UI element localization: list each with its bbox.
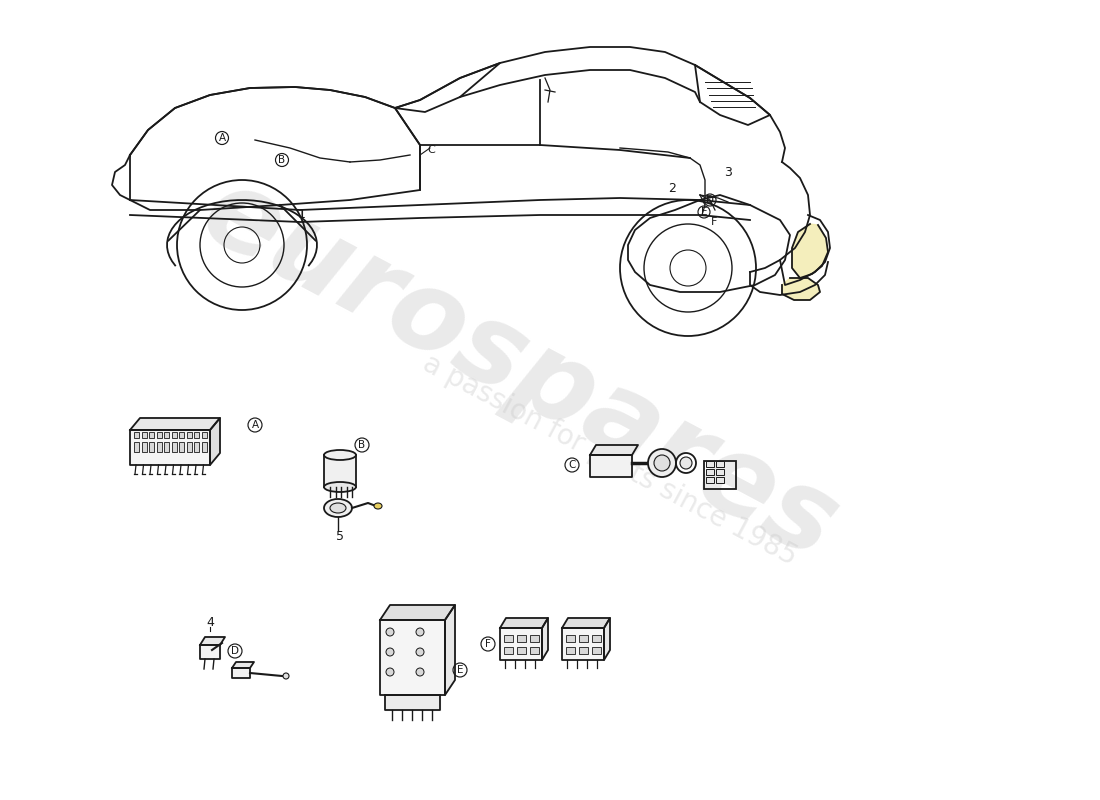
Bar (164, 442, 169, 452)
Bar (504, 647, 513, 654)
Polygon shape (232, 662, 254, 668)
Circle shape (386, 668, 394, 676)
Polygon shape (562, 628, 604, 660)
Bar (324, 455, 356, 487)
Ellipse shape (324, 450, 356, 460)
Polygon shape (590, 455, 632, 477)
Bar (194, 442, 199, 452)
Bar (148, 432, 154, 438)
Text: A: A (252, 420, 258, 430)
Text: 2: 2 (668, 182, 675, 194)
Polygon shape (542, 618, 548, 660)
Bar (134, 432, 139, 438)
Circle shape (416, 628, 424, 636)
Polygon shape (200, 645, 220, 659)
Bar (706, 477, 714, 483)
Ellipse shape (374, 503, 382, 509)
Ellipse shape (330, 503, 346, 513)
Polygon shape (210, 418, 220, 465)
Text: 3: 3 (724, 166, 732, 178)
Bar (579, 635, 588, 642)
Bar (201, 442, 207, 452)
Bar (716, 477, 724, 483)
Bar (179, 442, 184, 452)
Circle shape (654, 455, 670, 471)
Bar (530, 647, 539, 654)
Bar (566, 635, 575, 642)
Bar (592, 647, 601, 654)
Bar (194, 432, 199, 438)
Bar (704, 461, 736, 489)
Bar (142, 442, 146, 452)
Polygon shape (446, 605, 455, 695)
Polygon shape (604, 618, 611, 660)
Bar (134, 442, 139, 452)
Text: C: C (569, 460, 575, 470)
Bar (148, 442, 154, 452)
Circle shape (416, 648, 424, 656)
Polygon shape (500, 628, 542, 660)
Circle shape (416, 668, 424, 676)
Text: 1: 1 (298, 209, 306, 222)
Text: B: B (278, 155, 286, 165)
Ellipse shape (324, 499, 352, 517)
Text: a passion for parts since 1985: a passion for parts since 1985 (418, 349, 802, 571)
Bar (179, 432, 184, 438)
Bar (187, 432, 191, 438)
Bar (187, 442, 191, 452)
Bar (566, 647, 575, 654)
Polygon shape (379, 620, 446, 695)
Bar (504, 635, 513, 642)
Circle shape (680, 457, 692, 469)
Text: F: F (485, 639, 491, 649)
Text: B: B (359, 440, 365, 450)
Bar (201, 432, 207, 438)
Text: D: D (231, 646, 239, 656)
Text: eurospares: eurospares (185, 158, 856, 582)
Polygon shape (792, 224, 828, 278)
Bar (706, 469, 714, 475)
Polygon shape (232, 668, 250, 678)
Bar (517, 647, 526, 654)
Bar (716, 461, 724, 467)
Bar (706, 461, 714, 467)
Ellipse shape (324, 482, 356, 492)
Text: D: D (706, 195, 714, 205)
Circle shape (386, 648, 394, 656)
Text: 5: 5 (336, 530, 344, 542)
Polygon shape (130, 430, 210, 465)
Bar (592, 635, 601, 642)
Text: 4: 4 (206, 617, 213, 630)
Text: A: A (219, 133, 225, 143)
Polygon shape (590, 445, 638, 455)
Polygon shape (130, 418, 220, 430)
Text: C: C (427, 145, 434, 155)
Bar (517, 635, 526, 642)
Polygon shape (385, 695, 440, 710)
Circle shape (648, 449, 676, 477)
Circle shape (386, 628, 394, 636)
Text: E: E (701, 207, 707, 217)
Polygon shape (500, 618, 548, 628)
Polygon shape (782, 278, 820, 300)
Bar (716, 469, 724, 475)
Text: E: E (456, 665, 463, 675)
Bar (172, 432, 176, 438)
Polygon shape (200, 637, 225, 645)
Polygon shape (379, 605, 455, 620)
Bar (172, 442, 176, 452)
Bar (142, 432, 146, 438)
Bar (579, 647, 588, 654)
Polygon shape (562, 618, 611, 628)
Ellipse shape (283, 673, 289, 679)
Bar (156, 432, 162, 438)
Text: F: F (711, 217, 717, 227)
Bar (530, 635, 539, 642)
Bar (164, 432, 169, 438)
Bar (156, 442, 162, 452)
